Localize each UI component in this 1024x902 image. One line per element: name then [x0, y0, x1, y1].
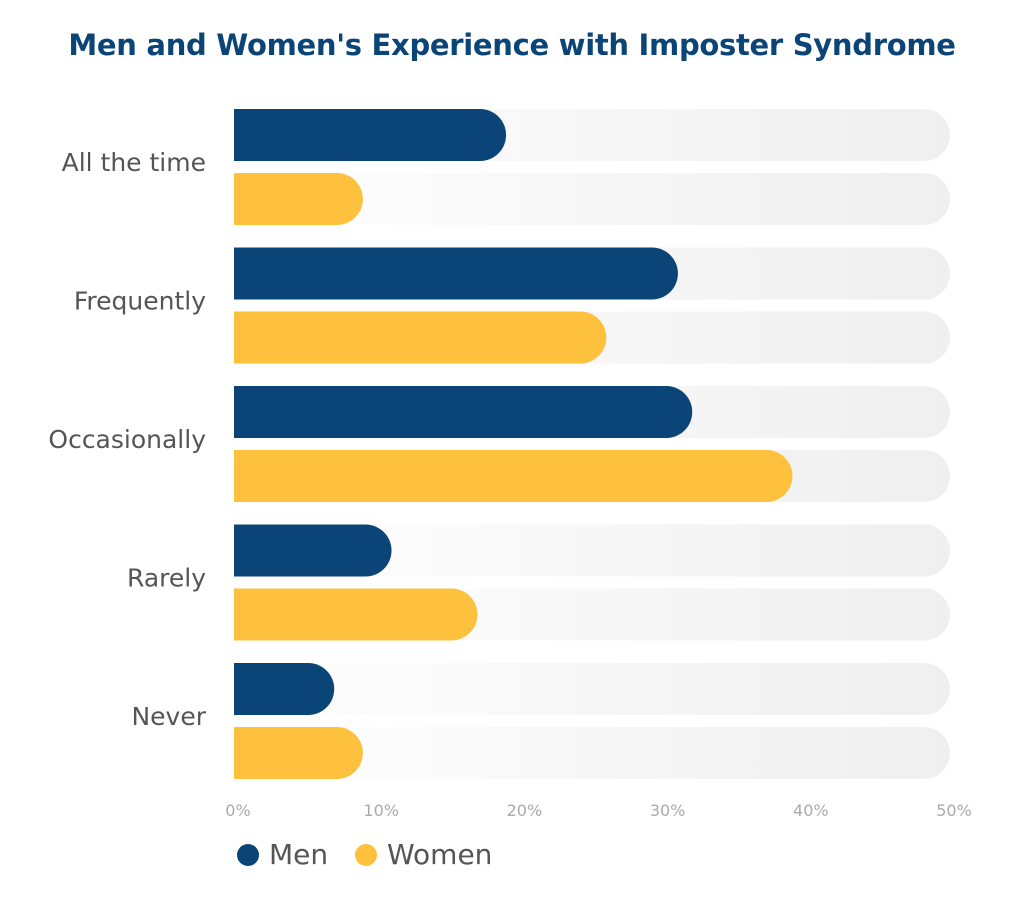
x-tick-label: 20% — [507, 801, 543, 820]
legend-men-label: Men — [269, 838, 328, 871]
category-label: Rarely — [127, 564, 206, 593]
bar-women — [234, 173, 363, 226]
bar-men — [234, 247, 678, 300]
bar-men — [234, 663, 335, 715]
bar-track — [234, 524, 951, 577]
category-label: Never — [131, 702, 206, 731]
bar-men — [234, 524, 392, 577]
x-tick-label: 50% — [936, 801, 972, 820]
bar-track — [234, 727, 950, 779]
x-tick-label: 10% — [363, 801, 399, 820]
legend-women-label: Women — [387, 838, 492, 871]
legend-men-marker — [237, 844, 259, 866]
category-label: All the time — [62, 148, 206, 177]
bar-track — [234, 173, 950, 225]
bar-men — [234, 386, 693, 438]
x-tick-label: 30% — [650, 801, 686, 820]
category-label: Frequently — [74, 287, 206, 316]
chart-title: Men and Women's Experience with Imposter… — [68, 28, 956, 62]
bar-track — [234, 663, 950, 715]
bar-women — [234, 727, 363, 779]
bar-women — [234, 450, 793, 502]
x-tick-label: 40% — [793, 801, 829, 820]
legend-women-marker — [355, 844, 377, 866]
x-tick-label: 0% — [225, 801, 250, 820]
bar-women — [234, 311, 607, 364]
bar-men — [234, 109, 507, 161]
category-label: Occasionally — [48, 425, 206, 454]
bar-women — [234, 588, 478, 641]
